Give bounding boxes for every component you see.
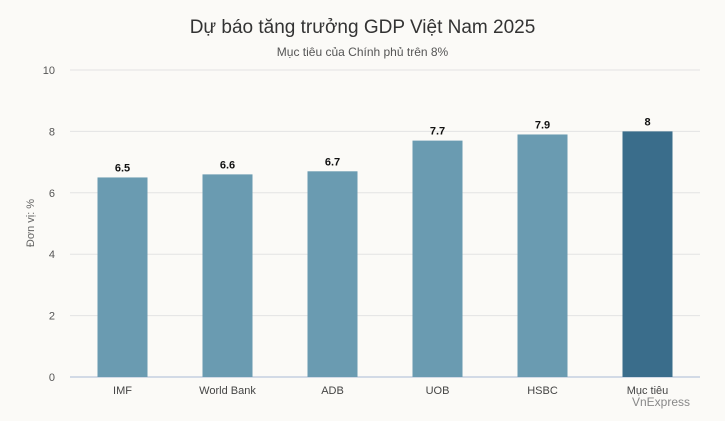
x-tick-label: IMF	[113, 385, 132, 397]
value-label: 7.7	[430, 126, 445, 138]
x-axis-categories: IMF World Bank ADB UOB HSBC Mục tiêu	[113, 385, 668, 397]
value-label: 6.6	[220, 159, 235, 171]
x-tick-label: World Bank	[199, 385, 256, 397]
value-label: 7.9	[535, 119, 550, 131]
y-tick-label: 2	[49, 311, 55, 323]
y-tick-label: 8	[49, 126, 55, 138]
grid-lines	[70, 69, 700, 378]
x-tick-label: UOB	[426, 385, 450, 397]
x-tick-label: ADB	[321, 385, 344, 397]
y-tick-label: 0	[49, 372, 55, 384]
bar-3	[307, 171, 358, 377]
bar-2	[202, 174, 253, 377]
source-credit: VnExpress	[631, 395, 690, 409]
x-tick-label: HSBC	[527, 385, 558, 397]
value-label: 6.5	[115, 162, 130, 174]
bar-6	[622, 131, 673, 377]
bar-5	[517, 134, 568, 377]
chart-subtitle: Mục tiêu của Chính phủ trên 8%	[276, 45, 449, 59]
chart-title: Dự báo tăng trưởng GDP Việt Nam 2025	[189, 17, 536, 38]
y-tick-label: 6	[49, 188, 55, 200]
value-label: 6.7	[325, 156, 340, 168]
x-tick-label: Mục tiêu	[627, 385, 669, 397]
value-label: 8	[644, 116, 650, 128]
y-tick-label: 4	[49, 249, 55, 261]
y-axis-ticks: 0 2 4 6 8 10	[43, 65, 55, 384]
bars	[97, 131, 673, 377]
value-labels: 6.5 6.6 6.7 7.7 7.9 8	[115, 116, 651, 174]
y-tick-label: 10	[43, 65, 55, 77]
y-axis-label: Đơn vị: %	[25, 199, 37, 247]
bar-4	[412, 140, 463, 377]
bar-1	[97, 177, 148, 377]
